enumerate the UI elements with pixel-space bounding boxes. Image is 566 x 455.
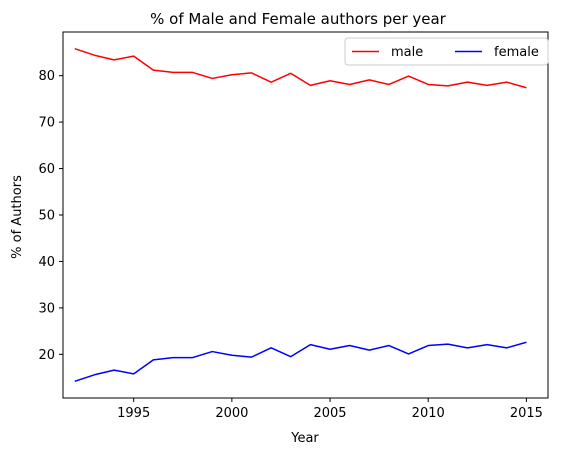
- plot-frame: [62, 31, 549, 399]
- x-axis-label: Year: [290, 431, 319, 446]
- series-line-female: [74, 341, 527, 382]
- x-tick-label: 2000: [215, 406, 248, 421]
- y-tick-label: 50: [38, 209, 55, 224]
- legend-box: [344, 37, 549, 66]
- legend-label-female: female: [494, 45, 539, 60]
- x-tick-label: 2015: [510, 406, 543, 421]
- legend-label-male: male: [391, 45, 423, 60]
- x-tick-label: 2010: [412, 406, 445, 421]
- series-line-male: [74, 48, 527, 89]
- plot-area: 1995 2000 2005 2010 2015 20 30 40 50 60 70 80 male fe…: [38, 31, 549, 421]
- y-tick-label: 30: [38, 301, 55, 316]
- y-axis-label: % of Authors: [10, 175, 25, 259]
- y-tick-label: 60: [38, 162, 55, 177]
- y-tick-label: 40: [38, 255, 55, 270]
- y-tick-label: 20: [38, 348, 55, 363]
- x-tick-label: 2005: [313, 406, 346, 421]
- x-tick-label: 1995: [117, 406, 150, 421]
- y-tick-label: 80: [38, 69, 55, 84]
- y-tick-label: 70: [38, 116, 55, 131]
- chart-title: % of Male and Female authors per year: [150, 10, 447, 28]
